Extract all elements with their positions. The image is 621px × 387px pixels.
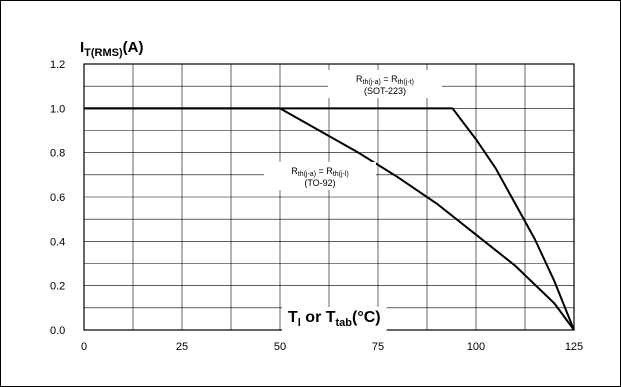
x-tick-label: 100 <box>467 341 485 353</box>
annotation-sot223-line1: Rth(j-a) = Rth(j-t) <box>356 74 414 86</box>
xlabel-unit: (°C) <box>352 309 381 326</box>
series-line-1 <box>84 107 575 331</box>
y-tick-label: 0.4 <box>50 236 65 248</box>
y-tick-label: 0.8 <box>50 148 65 160</box>
ann1-sub1: th(j-a) <box>363 79 381 86</box>
ann1-R1: R <box>356 74 363 84</box>
y-tick-label: 1.0 <box>50 103 65 115</box>
y-tick-label: 0.6 <box>50 192 65 204</box>
y-tick-label: 0.2 <box>50 281 65 293</box>
ann2-sub1: th(j-a) <box>298 171 316 178</box>
chart-title: IT(RMS)(A) <box>80 39 144 59</box>
grid-lines <box>84 64 574 330</box>
annotation-to92-line1: Rth(j-a) = Rth(j-l) <box>291 166 349 178</box>
xlabel-sub2: tab <box>336 317 353 329</box>
series-lines <box>84 107 575 331</box>
ann2-sub2: th(j-l) <box>333 171 349 178</box>
y-tick-label: 1.2 <box>50 59 65 71</box>
x-axis-label-background <box>282 307 387 331</box>
xlabel-mid: or T <box>301 309 336 326</box>
x-tick-label: 50 <box>274 341 286 353</box>
title-unit: (A) <box>123 39 144 56</box>
ann1-eq: = R <box>381 74 398 84</box>
title-subscript: T(RMS) <box>84 47 123 59</box>
title-main: I <box>80 39 84 56</box>
ann2-R1: R <box>291 166 298 176</box>
x-tick-label: 25 <box>176 341 188 353</box>
x-tick-labels: 0 25 50 75 100 125 <box>81 341 583 353</box>
annotation-sot223-background <box>328 70 442 98</box>
x-tick-label: 0 <box>81 341 87 353</box>
x-tick-label: 75 <box>372 341 384 353</box>
ann1-sub2: th(j-t) <box>398 79 414 86</box>
xlabel-main: T <box>288 309 298 326</box>
series-line-0 <box>84 107 575 331</box>
annotation-to92-background <box>264 162 376 190</box>
y-tick-labels: 0.0 0.2 0.4 0.6 0.8 1.0 1.2 <box>50 59 65 337</box>
xlabel-sub: l <box>298 317 301 329</box>
annotation-sot223-line2: (SOT-223) <box>364 86 406 96</box>
x-axis-label: Tl or Ttab(°C) <box>288 309 381 329</box>
annotation-to92-line2: (TO-92) <box>304 178 335 188</box>
y-tick-label: 0.0 <box>50 325 65 337</box>
x-tick-label: 125 <box>565 341 583 353</box>
ann2-eq: = R <box>316 166 333 176</box>
